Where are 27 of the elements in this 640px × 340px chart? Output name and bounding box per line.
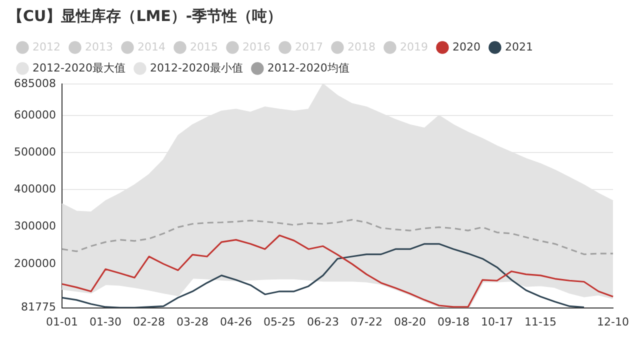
- x-tick-label: 09-18: [438, 315, 470, 328]
- legend-label: 2012-2020最大值: [32, 61, 126, 74]
- y-tick-label: 300000: [14, 220, 56, 233]
- y-tick-label: 685008: [14, 76, 56, 90]
- x-tick-label: 06-23: [307, 315, 339, 328]
- y-tick-label: 600000: [14, 108, 56, 122]
- x-tick-label: 04-26: [220, 315, 252, 328]
- x-tick-label: 10-17: [481, 315, 513, 328]
- y-tick-label: 81775: [20, 300, 56, 314]
- x-tick-label: 03-28: [176, 315, 208, 328]
- x-tick-label: 07-22: [350, 315, 382, 328]
- legend-label: 2021: [504, 40, 533, 54]
- y-tick-label: 200000: [14, 256, 56, 270]
- x-tick-label: 11-15: [524, 315, 556, 328]
- x-tick-label: 08-20: [394, 315, 426, 328]
- x-tick-label: 01-01: [46, 315, 78, 328]
- legend-label: 2012-2020均值: [267, 61, 350, 74]
- line-series: [61, 218, 614, 256]
- x-tick-label: 05-25: [264, 315, 296, 328]
- x-tick-label: 01-30: [90, 315, 122, 328]
- x-tick-label: 12-10: [597, 315, 630, 328]
- y-tick-label: 400000: [14, 182, 56, 196]
- x-tick-label: 02-28: [133, 315, 165, 328]
- y-tick-label: 500000: [14, 146, 56, 158]
- legend-label: 2012-2020最小值: [150, 61, 243, 74]
- legend-label: 2020: [452, 40, 480, 54]
- chart-title: 【CU】显性库存（LME）-季节性（吨）: [8, 6, 282, 25]
